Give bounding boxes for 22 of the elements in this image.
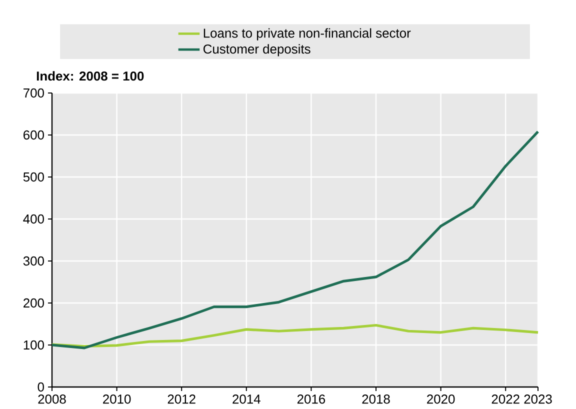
y-tick-label: 700 bbox=[24, 88, 44, 98]
y-tick-label: 600 bbox=[24, 130, 44, 140]
x-tick-label: 2012 bbox=[168, 394, 196, 404]
legend-label: Loans to private non-financial sector bbox=[204, 28, 411, 40]
line-series bbox=[50, 324, 540, 348]
x-tick-label: 2023 bbox=[524, 394, 552, 404]
y-tick-label: 300 bbox=[23, 256, 44, 266]
x-tick-label: 2022 bbox=[492, 394, 520, 404]
x-tick-label: 2014 bbox=[232, 394, 260, 404]
x-tick-label: 2020 bbox=[427, 394, 455, 404]
y-tick-label: 0 bbox=[38, 382, 44, 392]
y-tick-label: 500 bbox=[23, 172, 44, 182]
x-tick-label: 2010 bbox=[103, 394, 131, 404]
x-tick-label: 2016 bbox=[297, 394, 326, 404]
legend-label: Customer deposits bbox=[204, 44, 310, 56]
y-tick-label: 400 bbox=[23, 214, 44, 224]
x-tick-label: 2008 bbox=[38, 394, 66, 404]
x-tick-label: 2018 bbox=[362, 394, 390, 404]
y-tick-label: 200 bbox=[24, 298, 44, 308]
line-series bbox=[50, 130, 540, 350]
y-axis-title: Index: 2008 = 100 bbox=[36, 71, 144, 81]
y-tick-label: 100 bbox=[24, 340, 44, 350]
